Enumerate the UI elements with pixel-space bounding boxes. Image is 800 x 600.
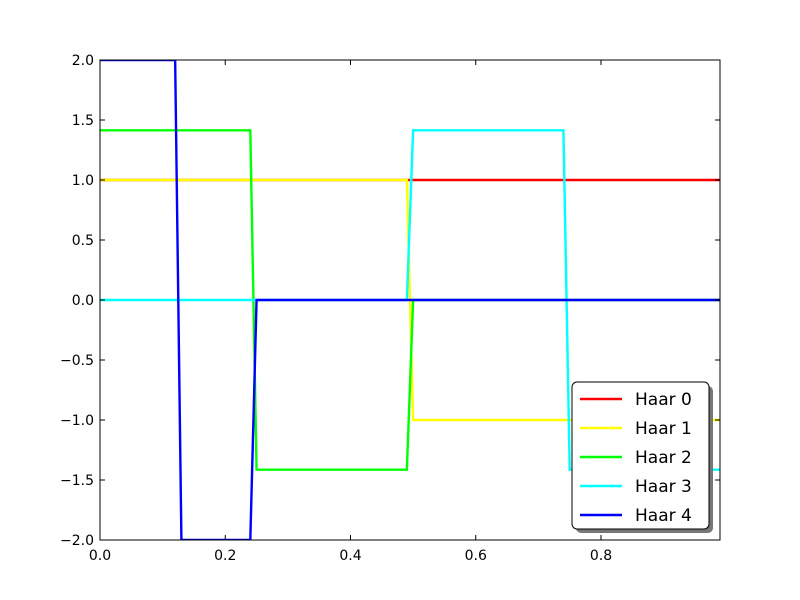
y-tick-label: 1.0 <box>72 173 94 189</box>
legend: Haar 0 Haar 1 Haar 2 Haar 3 Haar 4 <box>571 381 713 533</box>
y-tick-label: −0.5 <box>60 353 94 369</box>
series-line-haar-4 <box>100 60 720 540</box>
x-tick-label: 0.2 <box>214 548 236 564</box>
x-tick-label: 0.4 <box>339 548 361 564</box>
legend-label-haar-3: Haar 3 <box>635 477 692 497</box>
y-tick-label: −1.0 <box>60 413 94 429</box>
x-tick-label: 0.8 <box>590 548 612 564</box>
legend-label-haar-2: Haar 2 <box>635 448 692 468</box>
y-tick-label: 0.5 <box>72 233 94 249</box>
axis-ticks: 0.0 0.2 0.4 0.6 0.8 2.0 1.5 1.0 0.5 0.0 −0.5 −1.0 −1… <box>60 53 720 564</box>
legend-box <box>571 381 710 530</box>
y-tick-label: −1.5 <box>60 473 94 489</box>
y-tick-label: −2.0 <box>60 533 94 549</box>
y-tick-label: 2.0 <box>72 53 94 69</box>
series-layer <box>100 60 720 540</box>
legend-label-haar-4: Haar 4 <box>635 506 692 526</box>
y-tick-label: 0.0 <box>72 293 94 309</box>
legend-label-haar-0: Haar 0 <box>635 390 692 410</box>
legend-label-haar-1: Haar 1 <box>635 419 692 439</box>
y-tick-label: 1.5 <box>72 113 94 129</box>
x-tick-label: 0.0 <box>89 548 111 564</box>
x-tick-label: 0.6 <box>465 548 487 564</box>
